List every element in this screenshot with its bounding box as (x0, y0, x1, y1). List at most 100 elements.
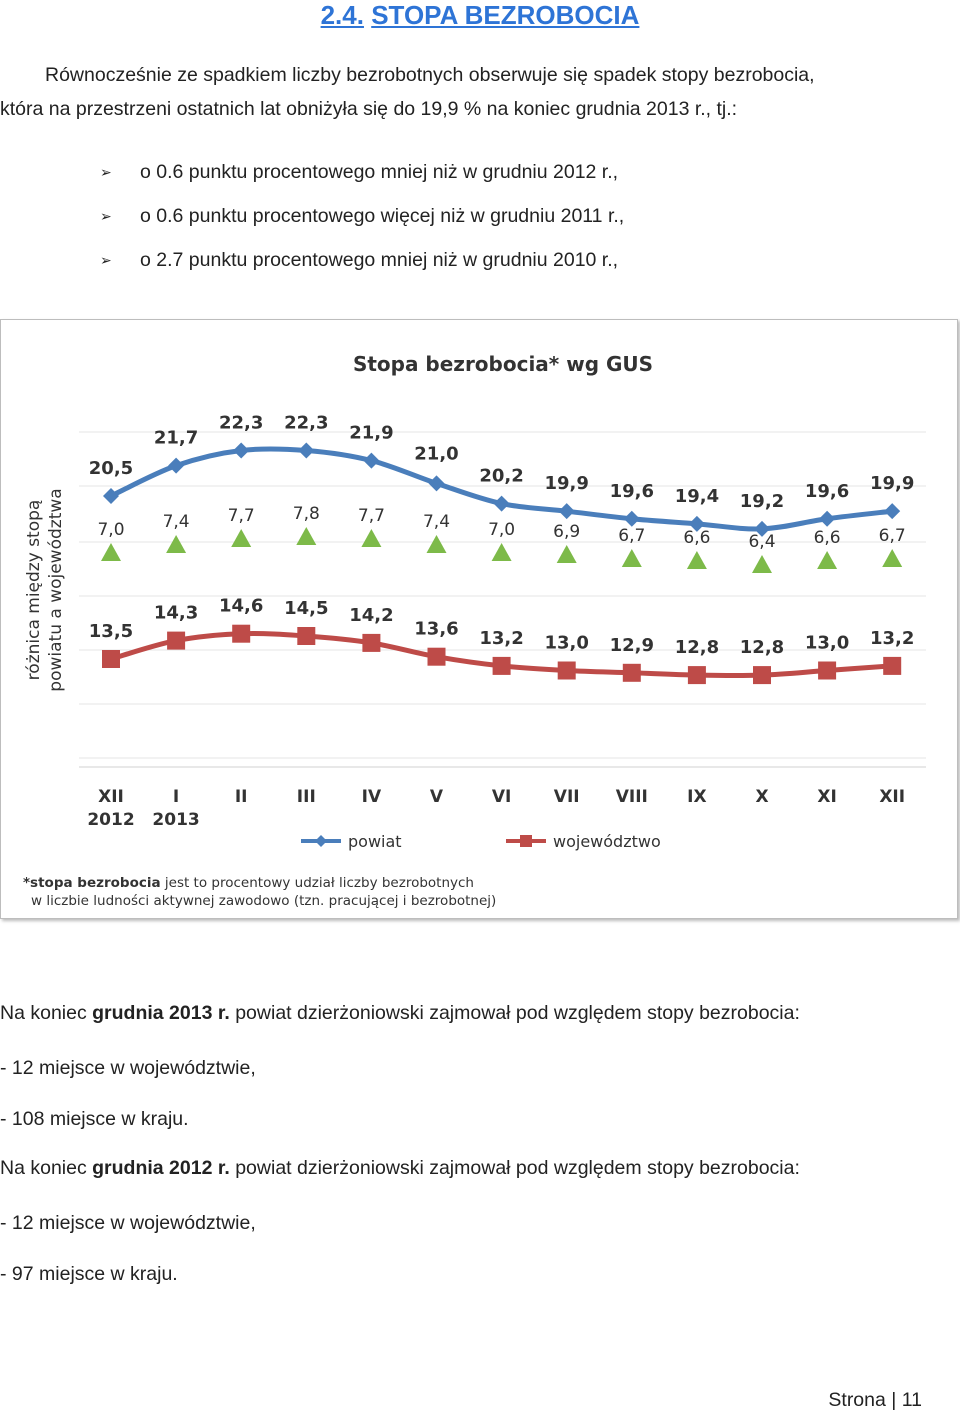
powiat-data-label: 20,2 (479, 466, 523, 487)
page-footer: Strona | 11 (828, 1389, 922, 1411)
powiat-data-label: 19,2 (740, 491, 784, 512)
difference-point (556, 545, 577, 563)
wojewodztwo-data-label: 14,3 (154, 603, 198, 624)
wojewodztwo-point (492, 656, 511, 675)
wojewodztwo-data-label: 13,2 (870, 628, 914, 649)
category-label: XI (817, 787, 836, 807)
wojewodztwo-point (427, 647, 446, 666)
powiat-data-label: 19,4 (675, 486, 719, 507)
category-label: IX (687, 787, 706, 807)
rank-2013-region: - 12 miejsce w województwie, (0, 1057, 256, 1079)
section-number: 2.4. (320, 0, 364, 30)
difference-point (491, 543, 512, 561)
bullet-item: ➢ o 0.6 punktu procentowego mniej niż w … (100, 150, 624, 194)
chart-footnote-line-2: w liczbie ludności aktywnej zawodowo (tz… (31, 893, 496, 909)
difference-data-label: 6,6 (683, 528, 710, 548)
category-label: XII (879, 787, 905, 807)
powiat-data-label: 19,9 (544, 473, 588, 494)
difference-point (361, 529, 382, 547)
wojewodztwo-data-label: 13,5 (89, 621, 133, 642)
powiat-data-label: 20,5 (89, 458, 133, 479)
difference-point (817, 551, 838, 569)
wojewodztwo-point (622, 663, 641, 682)
category-label: XII (98, 787, 124, 807)
powiat-point (819, 510, 836, 527)
difference-point (101, 543, 121, 561)
powiat-point (298, 442, 315, 459)
legend-wojewodztwo-label: województwo (553, 832, 661, 851)
bullet-item: ➢ o 0.6 punktu procentowego więcej niż w… (100, 194, 624, 238)
category-label: IV (362, 787, 382, 807)
wojewodztwo-data-label: 12,9 (610, 635, 654, 656)
powiat-point (884, 503, 901, 520)
section-heading: 2.4. STOPA BEZROBOCIA (0, 0, 960, 31)
category-label: III (297, 787, 316, 807)
wojewodztwo-data-label: 13,0 (544, 633, 588, 654)
powiat-data-label: 22,3 (284, 412, 328, 433)
difference-data-label: 6,7 (618, 526, 645, 546)
category-label: VIII (616, 787, 648, 807)
powiat-point (493, 495, 510, 512)
powiat-data-label: 19,9 (870, 473, 914, 494)
rank-2013-country: - 108 miejsce w kraju. (0, 1108, 189, 1130)
unemployment-chart: Stopa bezrobocia* wg GUS różnica między s… (0, 319, 958, 919)
chart-footnote-line-1: *stopa bezrobocia jest to procentowy udz… (23, 875, 474, 891)
wojewodztwo-point (557, 661, 576, 680)
difference-data-label: 7,8 (293, 504, 320, 524)
section-title: STOPA BEZROBOCIA (371, 0, 640, 30)
y-axis-label-line-1: różnica między stopą (24, 500, 44, 681)
powiat-point (103, 488, 119, 504)
difference-data-label: 7,7 (358, 506, 385, 526)
wojewodztwo-data-label: 13,2 (479, 628, 523, 649)
difference-point (231, 529, 252, 547)
wojewodztwo-data-label: 14,2 (349, 605, 393, 626)
category-label: V (430, 787, 444, 807)
powiat-point (168, 457, 185, 474)
legend-wojewodztwo-marker (520, 835, 532, 847)
powiat-data-label: 22,3 (219, 412, 263, 433)
legend-powiat-marker (315, 835, 327, 847)
category-year-label: 2012 (87, 810, 134, 830)
difference-point (882, 549, 903, 567)
wojewodztwo-data-label: 13,0 (805, 633, 849, 654)
wojewodztwo-point (102, 650, 120, 668)
category-year-label: 2013 (152, 810, 199, 830)
powiat-point (623, 510, 640, 527)
rank-2013-line: Na koniec grudnia 2013 r. powiat dzierżo… (0, 1002, 800, 1024)
bullet-item: ➢ o 2.7 punktu procentowego mniej niż w … (100, 238, 624, 282)
difference-point (426, 535, 447, 553)
difference-data-label: 7,0 (97, 520, 124, 540)
bullet-text: o 2.7 punktu procentowego mniej niż w gr… (140, 249, 619, 271)
difference-data-label: 6,4 (748, 532, 775, 552)
rank-2012-country: - 97 miejsce w kraju. (0, 1263, 178, 1285)
difference-data-label: 6,6 (814, 528, 841, 548)
legend-powiat-label: powiat (348, 832, 402, 851)
wojewodztwo-point (167, 631, 186, 650)
wojewodztwo-point (232, 624, 251, 643)
bullet-text: o 0.6 punktu procentowego więcej niż w g… (140, 205, 625, 227)
arrowhead-bullet-icon: ➢ (100, 208, 112, 224)
powiat-data-label: 21,9 (349, 423, 393, 444)
difference-data-label: 6,9 (553, 522, 580, 542)
wojewodztwo-data-label: 13,6 (414, 619, 458, 640)
wojewodztwo-data-label: 14,6 (219, 596, 263, 617)
intro-line-1: Równocześnie ze spadkiem liczby bezrobot… (45, 64, 815, 86)
wojewodztwo-point (753, 666, 771, 685)
difference-point (752, 555, 772, 573)
difference-data-label: 6,7 (879, 526, 906, 546)
category-label: VI (492, 787, 511, 807)
powiat-data-label: 21,7 (154, 428, 198, 449)
difference-data-label: 7,4 (163, 512, 190, 532)
wojewodztwo-data-label: 14,5 (284, 598, 328, 619)
category-label: VII (554, 787, 580, 807)
powiat-point (233, 442, 250, 459)
wojewodztwo-point (362, 633, 381, 652)
powiat-data-label: 21,0 (414, 443, 458, 464)
powiat-data-label: 19,6 (805, 481, 849, 502)
difference-data-label: 7,7 (228, 506, 255, 526)
difference-point (621, 549, 642, 567)
difference-point (166, 535, 187, 553)
powiat-data-label: 19,6 (610, 481, 654, 502)
wojewodztwo-point (818, 661, 837, 680)
rank-2012-line: Na koniec grudnia 2012 r. powiat dzierżo… (0, 1157, 800, 1179)
